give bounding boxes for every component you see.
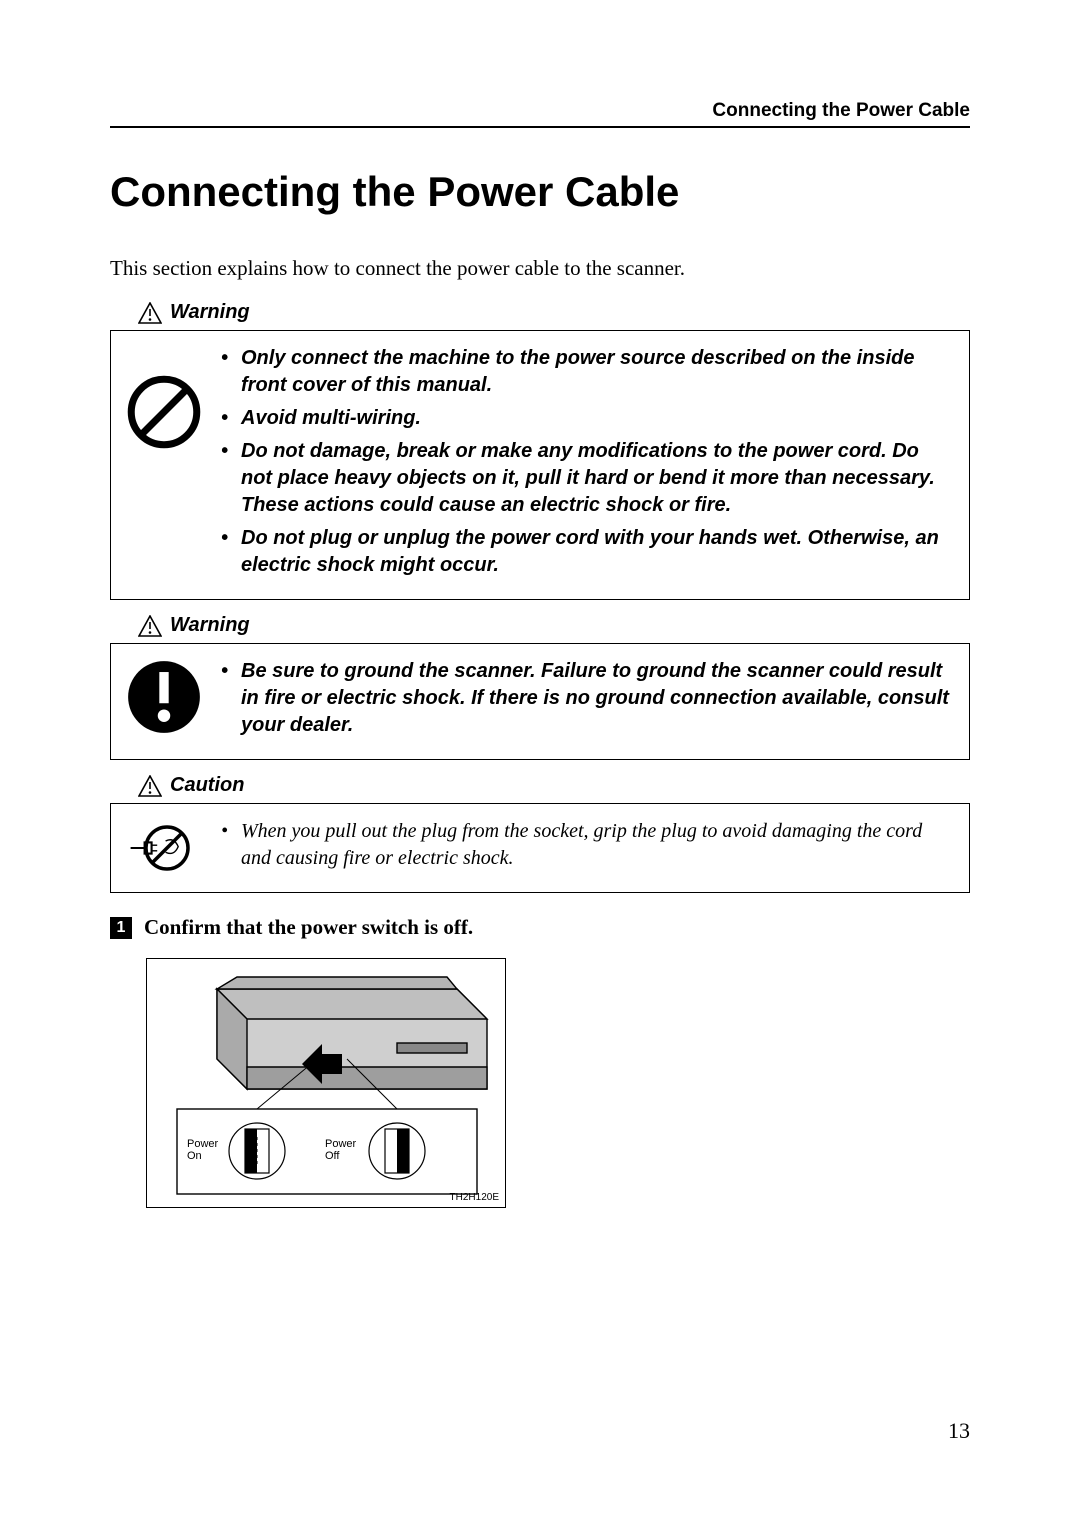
- caution-label-text: Caution: [170, 774, 244, 797]
- warning-item: Be sure to ground the scanner. Failure t…: [221, 658, 951, 739]
- label-power-off: Power: [325, 1138, 357, 1150]
- warning-item: Avoid multi-wiring.: [221, 405, 951, 432]
- step-text: Confirm that the power switch is off.: [144, 915, 473, 940]
- figure-code: TH2H120E: [450, 1192, 499, 1203]
- warning-label-1: Warning: [138, 301, 970, 324]
- warning-triangle-icon: [138, 302, 162, 324]
- caution-item: When you pull out the plug from the sock…: [221, 818, 951, 872]
- step-number: 1: [110, 917, 132, 939]
- running-head-text: Connecting the Power Cable: [110, 100, 970, 122]
- caution-list: When you pull out the plug from the sock…: [221, 818, 951, 878]
- warning-list-2: Be sure to ground the scanner. Failure t…: [221, 658, 951, 745]
- warning-triangle-icon: [138, 615, 162, 637]
- caution-box: When you pull out the plug from the sock…: [110, 803, 970, 893]
- warning-item: Only connect the machine to the power so…: [221, 345, 951, 399]
- intro-text: This section explains how to connect the…: [110, 256, 970, 281]
- warning-label-text-1: Warning: [170, 301, 250, 324]
- caution-triangle-icon: [138, 775, 162, 797]
- mandatory-icon: [125, 658, 203, 736]
- warning-item: Do not damage, break or make any modific…: [221, 438, 951, 519]
- label-power-on: Power: [187, 1138, 219, 1150]
- no-pull-plug-icon: [125, 818, 203, 878]
- svg-text:On: On: [187, 1150, 202, 1162]
- warning-list-1: Only connect the machine to the power so…: [221, 345, 951, 585]
- warning-label-2: Warning: [138, 614, 970, 637]
- step-1: 1 Confirm that the power switch is off.: [110, 915, 970, 940]
- running-head: Connecting the Power Cable: [110, 100, 970, 128]
- warning-box-2: Be sure to ground the scanner. Failure t…: [110, 643, 970, 760]
- page-title: Connecting the Power Cable: [110, 168, 970, 216]
- page-number: 13: [110, 1418, 970, 1444]
- caution-label: Caution: [138, 774, 970, 797]
- warning-item: Do not plug or unplug the power cord wit…: [221, 525, 951, 579]
- svg-text:Off: Off: [325, 1150, 340, 1162]
- warning-box-1: Only connect the machine to the power so…: [110, 330, 970, 600]
- prohibit-icon: [125, 345, 203, 451]
- warning-label-text-2: Warning: [170, 614, 250, 637]
- figure-power-switch: Power On Power Off TH2H120E: [146, 958, 506, 1208]
- scanner-illustration: Power On Power Off: [147, 959, 507, 1209]
